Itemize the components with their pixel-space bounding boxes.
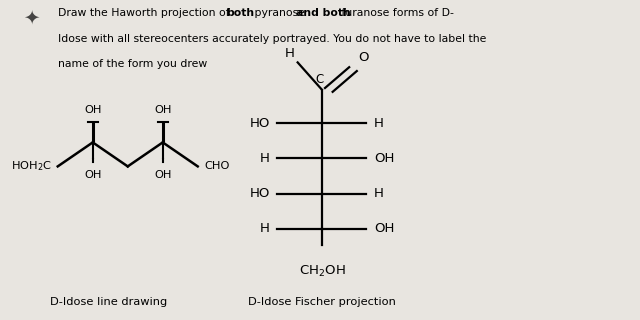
Text: D-Idose Fischer projection: D-Idose Fischer projection [248,297,396,307]
Text: Idose with all stereocenters accurately portrayed. You do not have to label the: Idose with all stereocenters accurately … [58,34,486,44]
Text: HOH$_2$C: HOH$_2$C [10,159,51,173]
Text: H: H [285,47,295,60]
Text: ✦: ✦ [23,8,39,27]
Text: OH: OH [374,152,394,165]
Text: CH$_2$OH: CH$_2$OH [298,264,345,279]
Text: H: H [260,152,269,165]
Text: HO: HO [249,117,269,130]
Text: D-Idose line drawing: D-Idose line drawing [50,297,167,307]
Text: H: H [260,222,269,235]
Text: OH: OH [84,170,102,180]
Text: both: both [227,8,255,18]
Text: name of the form you drew: name of the form you drew [58,59,207,69]
Text: OH: OH [154,105,172,115]
Text: H: H [374,187,384,200]
Text: Draw the Haworth projection of: Draw the Haworth projection of [58,8,233,18]
Text: furanose forms of D-: furanose forms of D- [339,8,454,18]
Text: OH: OH [154,170,172,180]
Text: C: C [316,73,324,86]
Text: OH: OH [84,105,102,115]
Text: H: H [374,117,384,130]
Text: HO: HO [249,187,269,200]
Text: OH: OH [374,222,394,235]
Text: and both: and both [296,8,351,18]
Text: pyranose: pyranose [250,8,308,18]
Text: O: O [359,51,369,64]
Text: CHO: CHO [204,161,230,172]
